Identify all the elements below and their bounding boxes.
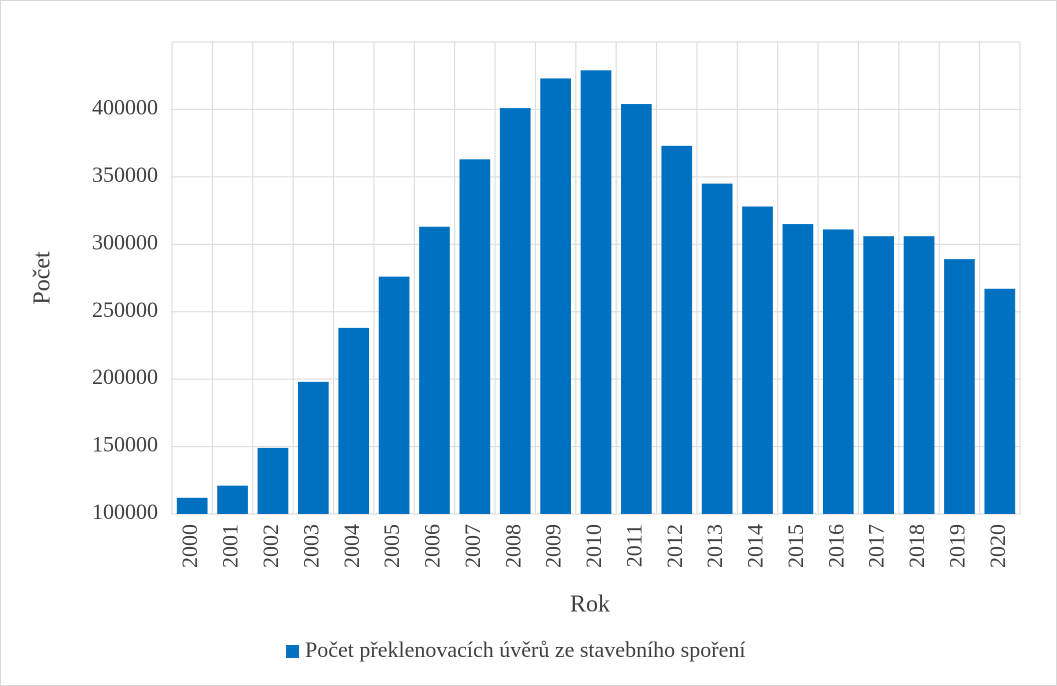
bar	[944, 259, 975, 514]
bar	[782, 224, 814, 515]
y-tick-label: 350000	[92, 162, 158, 187]
bar	[176, 497, 208, 514]
x-tick-label: 2001	[218, 524, 243, 568]
y-tick-label: 200000	[92, 364, 158, 389]
x-tick-label: 2005	[379, 524, 404, 568]
x-tick-label: 2011	[621, 524, 646, 567]
x-axis-title: Rok	[570, 592, 610, 618]
bar	[257, 447, 289, 514]
x-tick-label: 2020	[985, 524, 1010, 568]
x-tick-label: 2014	[743, 524, 768, 568]
x-tick-label: 2003	[298, 524, 323, 568]
y-tick-label: 100000	[92, 499, 158, 524]
bar	[661, 145, 693, 514]
bar	[540, 78, 571, 514]
bar	[903, 236, 935, 515]
x-tick-label: 2004	[339, 524, 364, 568]
x-tick-label: 2009	[541, 524, 566, 568]
y-tick-label: 300000	[92, 229, 158, 254]
bar	[742, 206, 773, 515]
bar	[378, 276, 410, 514]
x-tick-label: 2008	[500, 524, 525, 568]
x-tick-label: 2016	[823, 524, 848, 568]
bar	[621, 104, 652, 514]
x-tick-label: 2006	[420, 524, 445, 568]
bar	[297, 381, 329, 514]
bar	[701, 183, 733, 514]
y-tick-label: 150000	[92, 432, 158, 457]
legend-label: Počet překlenovacích úvěrů ze stavebního…	[305, 637, 745, 662]
x-tick-label: 2007	[460, 524, 485, 568]
bar	[338, 327, 370, 514]
x-tick-label: 2017	[864, 524, 889, 568]
x-tick-label: 2002	[258, 524, 283, 568]
bar	[499, 108, 531, 514]
x-tick-label: 2013	[702, 524, 727, 568]
x-tick-label: 2018	[904, 524, 929, 568]
x-tick-label: 2000	[177, 524, 202, 568]
y-axis-title: Počet	[30, 251, 56, 305]
bar	[419, 226, 450, 515]
x-tick-label: 2015	[783, 524, 808, 568]
y-tick-label: 400000	[92, 94, 158, 119]
legend-swatch	[286, 645, 299, 658]
bar	[822, 229, 854, 515]
x-tick-label: 2019	[944, 524, 969, 568]
x-tick-label: 2010	[581, 524, 606, 568]
bar	[217, 485, 248, 514]
x-tick-label: 2012	[662, 524, 687, 568]
bar	[459, 159, 491, 514]
y-tick-label: 250000	[92, 297, 158, 322]
bar	[863, 236, 895, 515]
bar	[984, 288, 1016, 514]
bar	[580, 70, 612, 514]
